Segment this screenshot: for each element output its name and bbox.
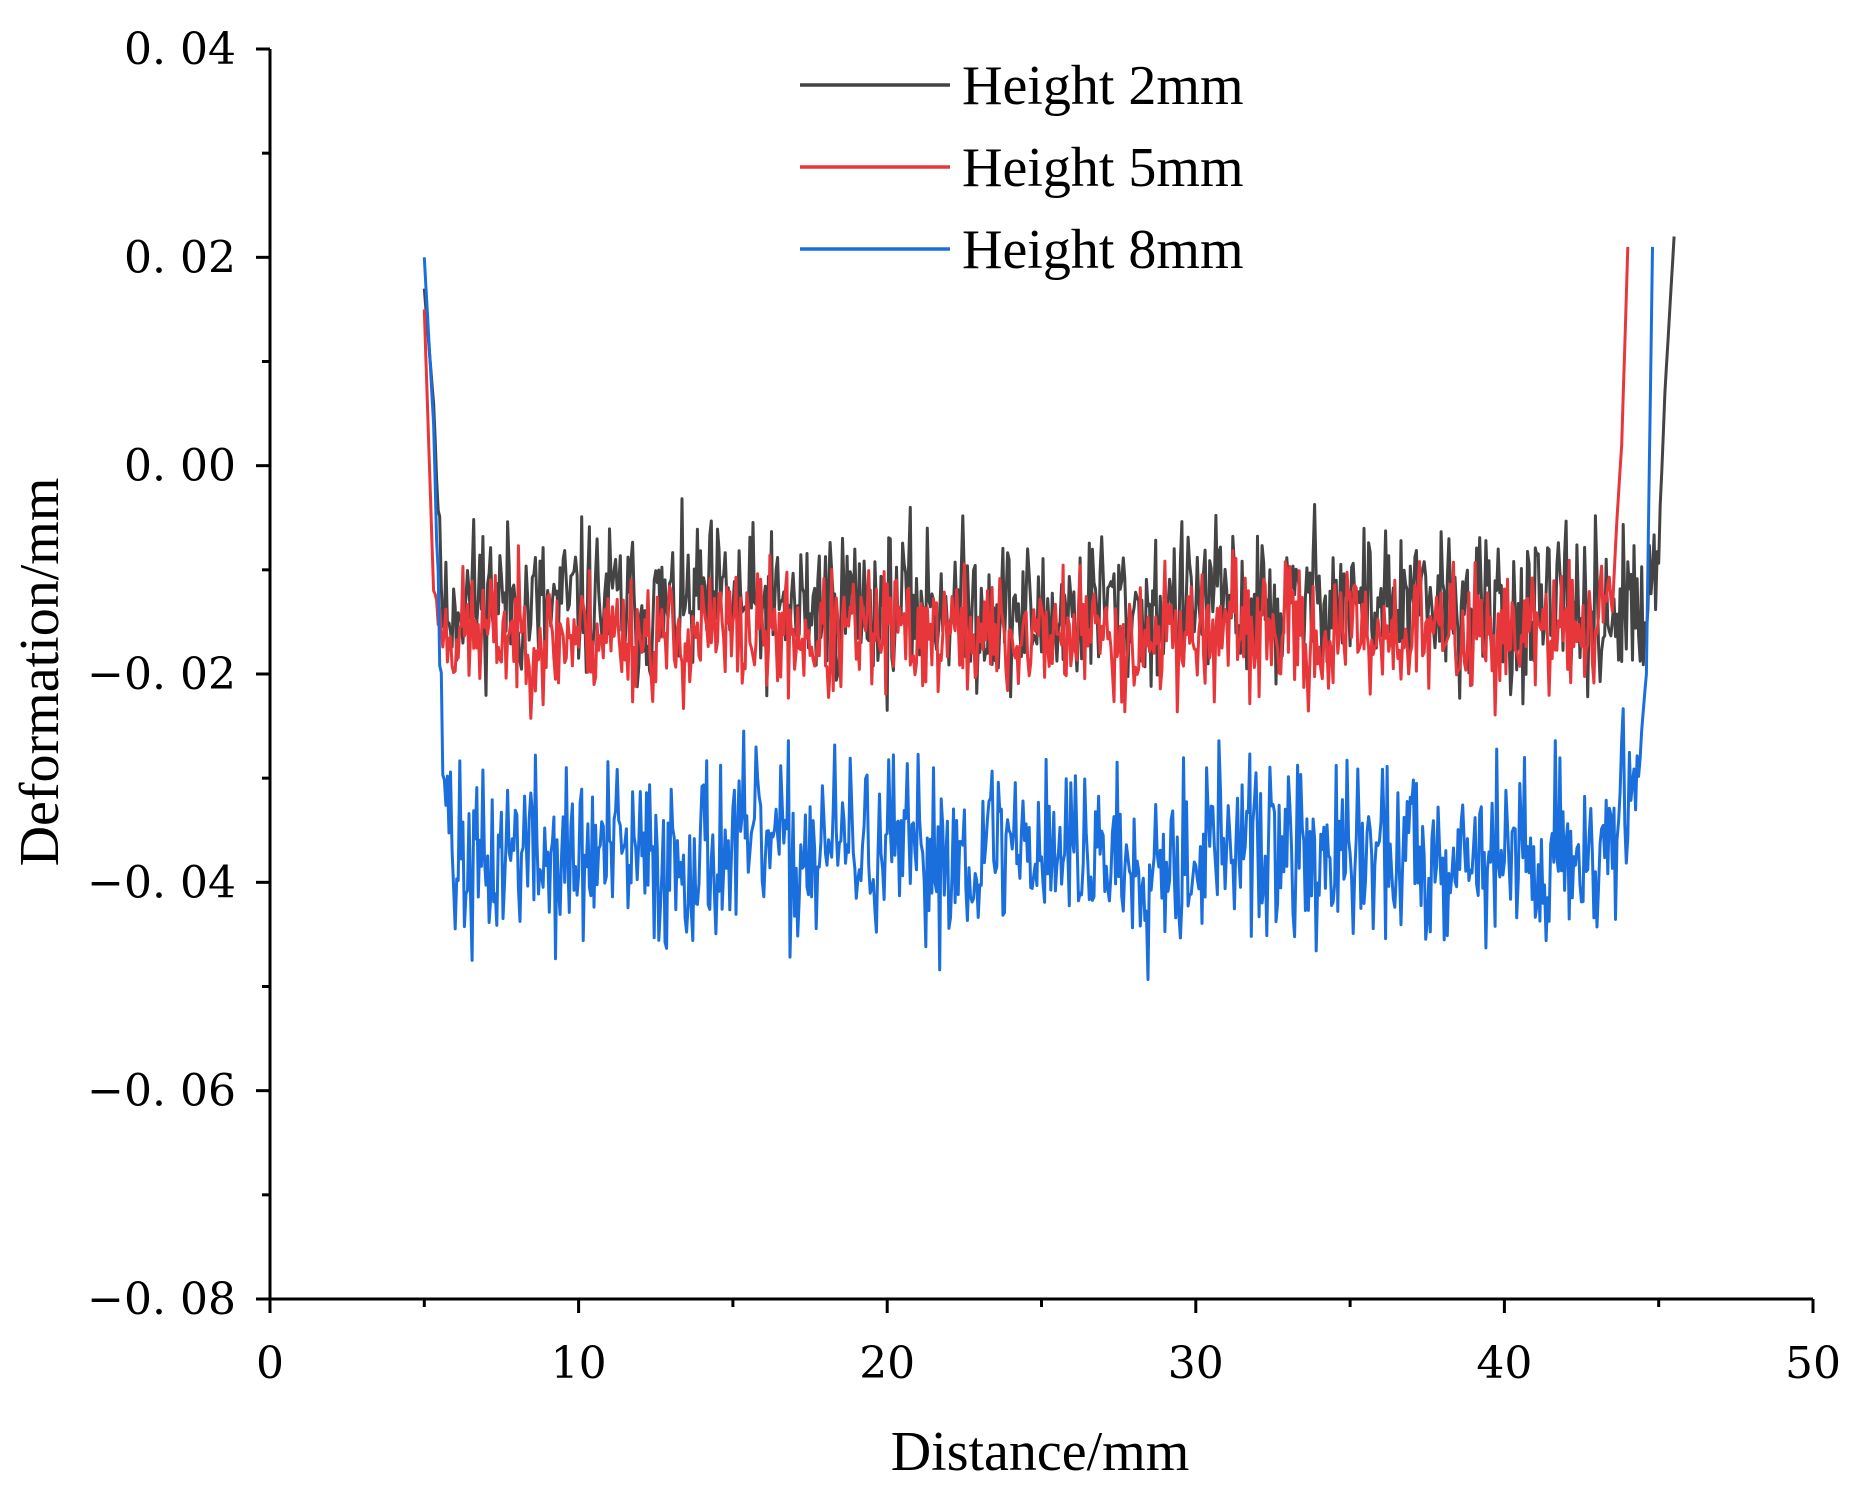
x-tick-label: 30	[1168, 1338, 1224, 1389]
x-tick-label: 10	[551, 1338, 607, 1389]
y-tick-label: 0. 02	[124, 232, 236, 283]
y-tick-label: −0. 08	[87, 1274, 236, 1325]
legend-label-3: Height 8mm	[962, 219, 1244, 281]
x-tick-label: 40	[1476, 1338, 1532, 1389]
x-tick-label: 50	[1785, 1338, 1841, 1389]
axes-layer: −0. 08 −0. 06 −0. 04 −0. 02 0. 00 0. 02 0. 04 0…	[87, 24, 1841, 1389]
legend-label-1: Height 2mm	[962, 55, 1244, 117]
y-tick-label: 0. 00	[124, 441, 236, 492]
series-line-1	[422, 236, 1676, 712]
y-axis-title: Deformation/mm	[9, 478, 71, 867]
series-line-2	[422, 246, 1630, 720]
legend: Height 2mm Height 5mm Height 8mm	[800, 55, 1244, 281]
series-line-3	[422, 246, 1654, 981]
y-tick-label: −0. 04	[87, 857, 236, 908]
legend-label-2: Height 5mm	[962, 137, 1244, 199]
y-tick-label: 0. 04	[124, 24, 236, 75]
x-axis-title: Distance/mm	[891, 1421, 1190, 1483]
x-tick-label: 0	[256, 1338, 284, 1389]
y-tick-label: −0. 02	[87, 649, 236, 700]
x-tick-label: 20	[859, 1338, 915, 1389]
y-tick-label: −0. 06	[87, 1066, 236, 1117]
series-layer	[422, 236, 1676, 981]
